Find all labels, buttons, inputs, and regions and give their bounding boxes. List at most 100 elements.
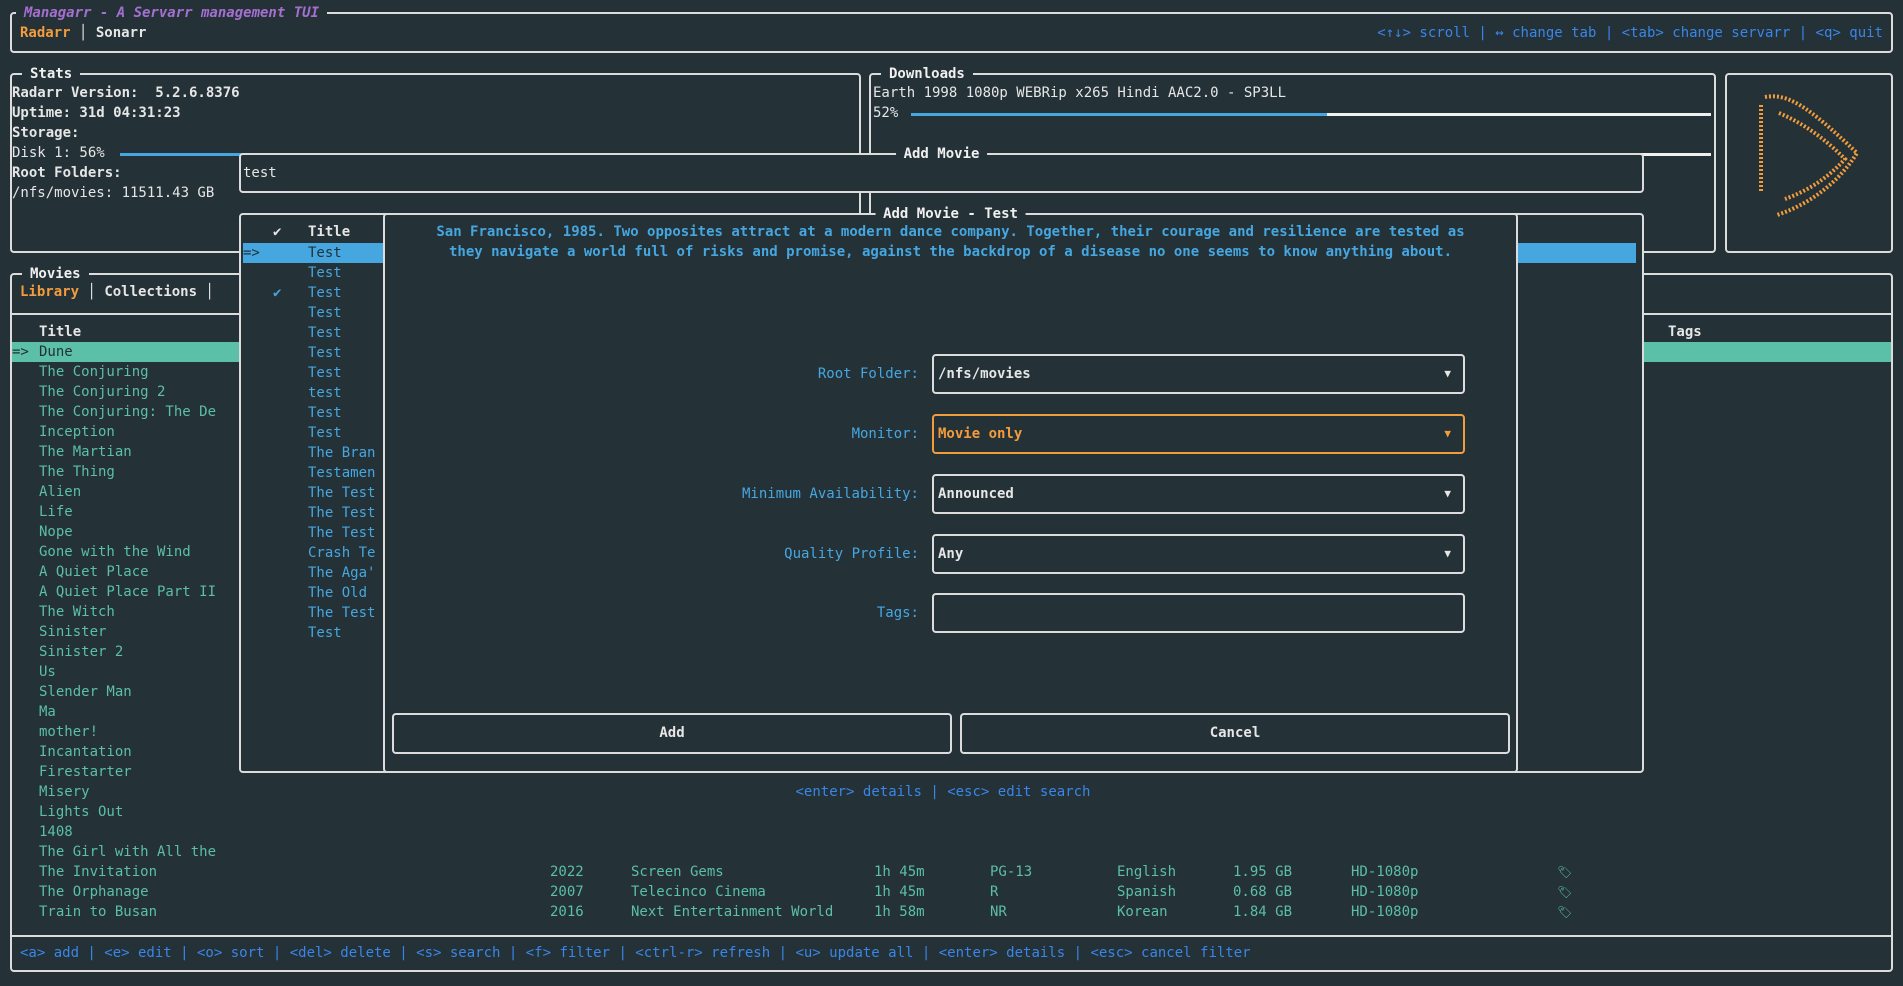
table-row[interactable]: Train to Busan 2016 Next Entertainment Wor… xyxy=(12,902,1891,922)
table-row[interactable]: Firestarter xyxy=(12,762,1891,782)
table-row[interactable]: The Orphanage 2007 Telecinco Cinema 1h 45m R… xyxy=(12,882,1891,902)
table-row[interactable]: The Invitation 2022 Screen Gems 1h 45m PG-13… xyxy=(12,862,1891,882)
movie-title: The Conjuring xyxy=(39,364,149,380)
table-row[interactable]: A Quiet Place Part II xyxy=(12,582,1891,602)
app-title: Managarr - A Servarr management TUI xyxy=(16,3,328,23)
result-title: The Test xyxy=(308,485,376,501)
tags-label: Tags: xyxy=(876,605,919,621)
add-button[interactable]: Add xyxy=(392,713,952,754)
radarr-version: Radarr Version: 5.2.6.8376 xyxy=(12,85,240,101)
cancel-button[interactable]: Cancel xyxy=(960,713,1510,754)
tab-sonarr[interactable]: Sonarr xyxy=(95,25,147,41)
movie-year: 2007 xyxy=(550,884,584,900)
list-item[interactable]: The Aga' xyxy=(243,563,1640,583)
quality-profile-select[interactable]: Any ▼ xyxy=(932,534,1465,574)
movie-title: Lights Out xyxy=(39,804,124,820)
list-item[interactable]: The Test xyxy=(243,523,1640,543)
list-item[interactable]: The Test xyxy=(243,503,1640,523)
table-row[interactable]: The Conjuring xyxy=(12,362,1891,382)
add-movie-title: Add Movie xyxy=(895,144,988,164)
table-row[interactable]: 1408 xyxy=(12,822,1891,842)
list-item[interactable]: Test xyxy=(243,403,1640,423)
list-item[interactable]: Test xyxy=(243,363,1640,383)
list-item[interactable]: The Test xyxy=(243,603,1640,623)
table-row[interactable]: Misery xyxy=(12,782,1891,802)
movie-studio: Next Entertainment World xyxy=(631,904,834,920)
movie-quality: HD-1080p xyxy=(1351,904,1419,920)
search-input[interactable]: test xyxy=(243,165,277,181)
download-name: Earth 1998 1080p WEBRip x265 Hindi AAC2.… xyxy=(873,85,1287,101)
movie-title: The Witch xyxy=(39,604,115,620)
table-row[interactable]: Life xyxy=(12,502,1891,522)
tab-library[interactable]: Library xyxy=(20,284,80,300)
result-title: The Test xyxy=(308,605,376,621)
movie-runtime: 1h 58m xyxy=(874,904,925,920)
list-item[interactable]: Test xyxy=(243,263,1640,283)
table-row[interactable]: The Conjuring 2 xyxy=(12,382,1891,402)
table-row[interactable]: A Quiet Place xyxy=(12,562,1891,582)
movie-title: Nope xyxy=(39,524,73,540)
movie-rating: R xyxy=(990,884,999,900)
list-item[interactable]: Testamen xyxy=(243,463,1640,483)
result-title: Test xyxy=(308,625,342,641)
list-item[interactable]: Crash Te xyxy=(243,543,1640,563)
movie-title: The Girl with All the xyxy=(39,844,217,860)
table-row[interactable]: Inception xyxy=(12,422,1891,442)
result-title: The Test xyxy=(308,505,376,521)
list-item[interactable]: Test xyxy=(243,323,1640,343)
result-title: Test xyxy=(308,285,342,301)
table-row[interactable]: The Conjuring: The De xyxy=(12,402,1891,422)
table-row[interactable]: The Martian xyxy=(12,442,1891,462)
list-item[interactable]: The Old xyxy=(243,583,1640,603)
monitor-select[interactable]: Movie only ▼ xyxy=(932,414,1465,454)
movie-rating: PG-13 xyxy=(990,864,1033,880)
minimum-availability-select[interactable]: Announced ▼ xyxy=(932,474,1465,514)
table-row[interactable]: Sinister xyxy=(12,622,1891,642)
movie-title: Sinister 2 xyxy=(39,644,124,660)
download-percent: 52% xyxy=(873,105,899,121)
list-item[interactable]: Test xyxy=(243,423,1640,443)
movie-title: Inception xyxy=(39,424,115,440)
tab-radarr[interactable]: Radarr xyxy=(20,25,71,41)
movie-title: Firestarter xyxy=(39,764,132,780)
table-row[interactable]: Us xyxy=(12,662,1891,682)
table-row[interactable]: Nope xyxy=(12,522,1891,542)
list-item[interactable]: Test xyxy=(243,303,1640,323)
list-item[interactable]: Test xyxy=(243,343,1640,363)
table-row[interactable]: Slender Man xyxy=(12,682,1891,702)
result-title: The Old xyxy=(308,585,368,601)
result-title: Crash Te xyxy=(308,545,376,561)
root-folder-space: /nfs/movies: 11511.43 GB xyxy=(12,185,215,201)
movie-studio: Telecinco Cinema xyxy=(631,884,766,900)
list-item[interactable]: ✔ Test xyxy=(243,283,1640,303)
selected-marker: => xyxy=(243,245,260,261)
table-row[interactable]: Gone with the Wind xyxy=(12,542,1891,562)
list-item[interactable]: The Test xyxy=(243,483,1640,503)
tab-collections[interactable]: Collections xyxy=(104,284,198,300)
storage-label: Storage: xyxy=(12,125,80,141)
list-item[interactable]: Test xyxy=(243,623,1640,643)
movie-size: 0.68 GB xyxy=(1233,884,1293,900)
movie-overview-line-2: they navigate a world full of risks and … xyxy=(448,244,1453,260)
table-row[interactable]: mother! xyxy=(12,722,1891,742)
table-row[interactable]: The Thing xyxy=(12,462,1891,482)
movie-title: Dune xyxy=(39,344,73,360)
table-row[interactable]: Lights Out xyxy=(12,802,1891,822)
movie-rating: NR xyxy=(990,904,1007,920)
list-item[interactable]: The Bran xyxy=(243,443,1640,463)
table-row[interactable]: Sinister 2 xyxy=(12,642,1891,662)
root-folder-select[interactable]: /nfs/movies ▼ xyxy=(932,354,1465,394)
root-folder-label: Root Folder: xyxy=(817,366,919,382)
table-row[interactable]: Incantation xyxy=(12,742,1891,762)
movie-title: The Martian xyxy=(39,444,132,460)
list-item[interactable]: test xyxy=(243,383,1640,403)
radarr-logo-icon xyxy=(1759,94,1860,217)
table-row[interactable]: The Witch xyxy=(12,602,1891,622)
movie-title: Gone with the Wind xyxy=(39,544,191,560)
table-row[interactable]: Ma xyxy=(12,702,1891,722)
result-title: Test xyxy=(308,405,342,421)
in-library-check-icon: ✔ xyxy=(273,285,282,301)
tags-input[interactable] xyxy=(932,593,1465,633)
table-row[interactable]: Alien xyxy=(12,482,1891,502)
table-row[interactable]: The Girl with All the xyxy=(12,842,1891,862)
